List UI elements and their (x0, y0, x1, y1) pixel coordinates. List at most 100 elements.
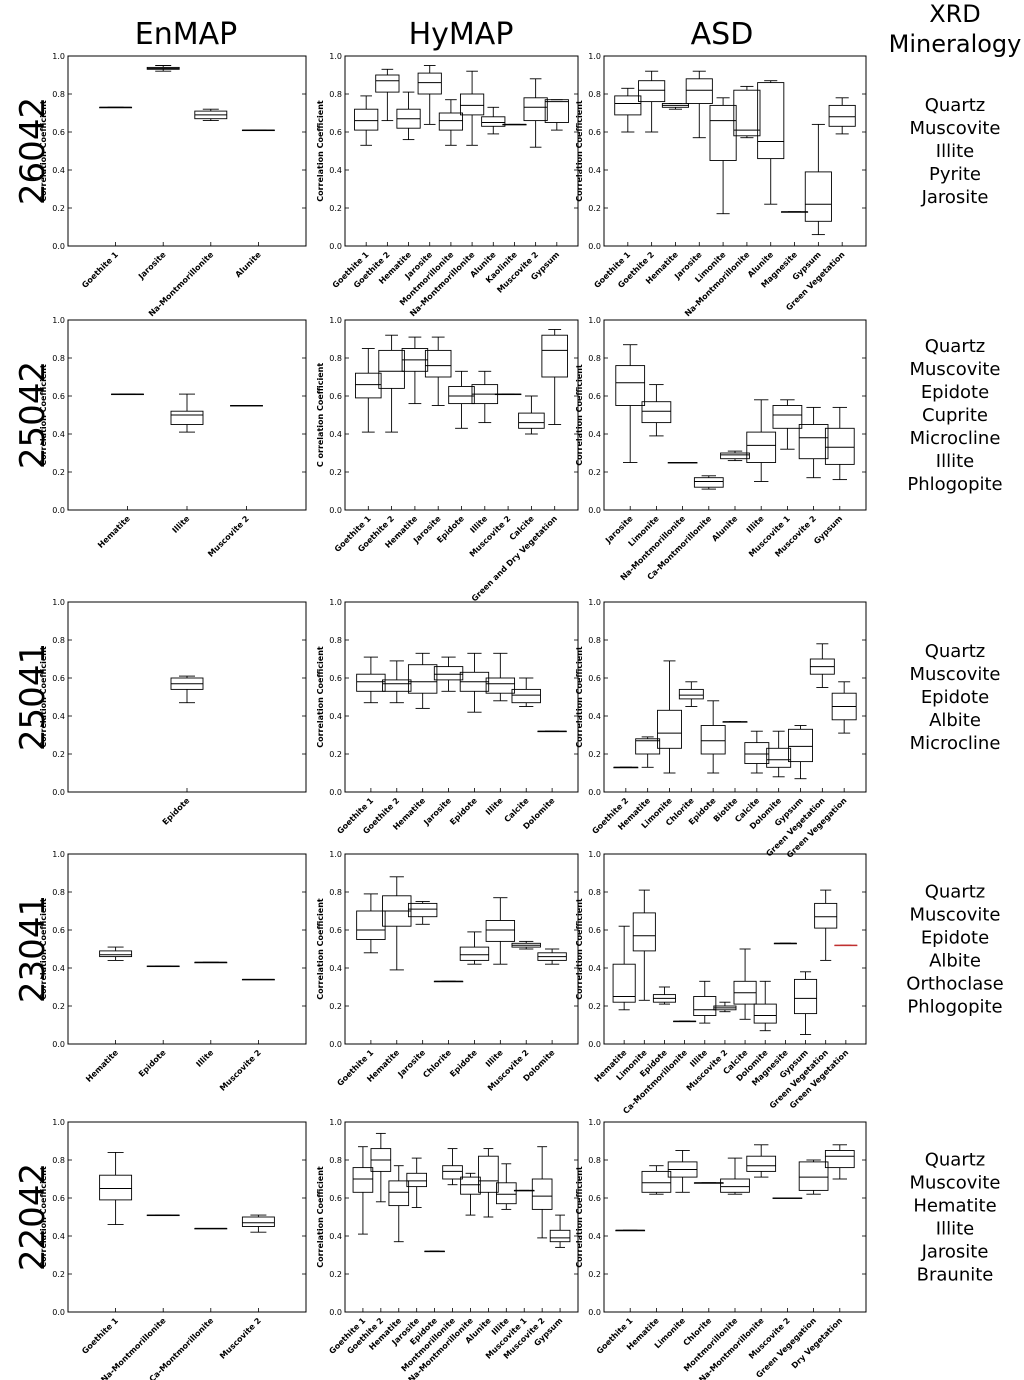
y-tick-label: 0.2 (52, 1270, 65, 1279)
box-muscovite-2 (494, 393, 522, 396)
box-iqr (382, 679, 412, 692)
xrd-mineral-label: Illite (936, 141, 974, 162)
box-goethite-1 (99, 1151, 133, 1226)
y-tick-label: 0.4 (52, 166, 65, 175)
box-calcite (518, 395, 545, 435)
xrd-mineral-label: Illite (936, 451, 974, 472)
box-iqr (824, 427, 855, 465)
box-gypsum (549, 1214, 571, 1248)
y-axis-label: Correlation Coefficient (39, 898, 48, 1000)
box-iqr (424, 349, 452, 378)
box-epidote (459, 652, 490, 713)
plot-frame (67, 55, 307, 247)
y-tick-label: 0.4 (588, 712, 601, 721)
y-tick-label: 0.8 (329, 636, 342, 645)
y-tick-label: 1.0 (329, 850, 342, 859)
y-tick-label: 0.4 (52, 430, 65, 439)
box-green-vegetation (834, 944, 858, 947)
y-tick-label: 0.4 (329, 166, 342, 175)
y-tick-label: 0.4 (329, 1232, 342, 1241)
box-iqr (541, 334, 568, 378)
y-tick-label: 0.4 (588, 964, 601, 973)
box-iqr (794, 978, 818, 1015)
box-iqr (766, 747, 792, 768)
y-tick-label: 0.6 (329, 926, 342, 935)
y-tick-label: 0.4 (588, 166, 601, 175)
y-tick-label: 0.4 (52, 964, 65, 973)
y-tick-label: 0.4 (329, 712, 342, 721)
y-tick-label: 1.0 (52, 598, 65, 607)
box-iqr (481, 116, 506, 127)
box-illite (485, 897, 516, 965)
y-tick-label: 1.0 (588, 598, 601, 607)
y-tick-label: 0.0 (329, 1308, 342, 1317)
y-axis-label: Correlation Coefficient (575, 646, 584, 748)
y-tick-label: 1.0 (588, 850, 601, 859)
box-epidote (424, 1250, 445, 1253)
y-tick-label: 0.0 (329, 242, 342, 251)
y-tick-label: 0.8 (52, 1156, 65, 1165)
box-na-montmorillonite (146, 1214, 180, 1217)
y-tick-label: 0.6 (588, 128, 601, 137)
y-tick-label: 1.0 (329, 316, 342, 325)
box-goethite-2 (613, 766, 639, 769)
box-green-vegetation (828, 97, 856, 135)
box-epidote (170, 675, 204, 704)
box-gypsum (824, 406, 855, 481)
box-gypsum (788, 725, 813, 780)
box-goethite-1 (615, 1229, 646, 1232)
box-iqr (99, 1174, 133, 1201)
box-iqr (798, 424, 829, 460)
xrd-mineral-label: Pyrite (929, 164, 981, 185)
box-limonite (667, 1150, 698, 1193)
box-alunite (241, 129, 275, 132)
y-tick-label: 0.8 (329, 354, 342, 363)
box-goethite-1 (355, 348, 382, 433)
y-tick-label: 0.0 (588, 242, 601, 251)
box-iqr (615, 365, 646, 406)
y-tick-label: 0.2 (329, 1002, 342, 1011)
y-tick-label: 0.0 (329, 506, 342, 515)
box-goethite-1 (99, 106, 133, 109)
box-limonite (641, 384, 672, 437)
box-illite (485, 652, 516, 702)
plot-frame (344, 853, 579, 1045)
box-na-montmorillonite (460, 1172, 481, 1216)
y-tick-label: 0.0 (329, 1040, 342, 1049)
y-tick-label: 0.0 (588, 1040, 601, 1049)
box-iqr (544, 99, 569, 123)
box-iqr (635, 738, 661, 755)
box-iqr (485, 677, 516, 694)
y-tick-label: 1.0 (588, 316, 601, 325)
y-tick-label: 0.0 (329, 788, 342, 797)
xrd-mineral-label: Quartz (925, 882, 986, 903)
box-iqr (417, 72, 442, 95)
box-montmorillonite (720, 1157, 750, 1195)
box-iqr (531, 1178, 553, 1210)
sample-id-label: 26042 (13, 97, 53, 205)
y-tick-label: 0.8 (329, 888, 342, 897)
box-goethite-2 (375, 68, 400, 122)
y-tick-label: 0.6 (329, 674, 342, 683)
box-jarosite (615, 344, 646, 463)
xrd-mineral-label: Hematite (913, 1196, 996, 1217)
y-tick-label: 0.4 (588, 1232, 601, 1241)
box-muscovite-2 (511, 940, 541, 950)
plot-frame (344, 55, 579, 247)
box-iqr (438, 112, 464, 131)
box-goethite-1 (356, 656, 386, 704)
header-xrd: XRD (929, 0, 981, 28)
xrd-mineral-label: Albite (929, 951, 981, 972)
box-chlorite (433, 980, 464, 983)
y-tick-label: 0.0 (588, 1308, 601, 1317)
box-goethite-2 (382, 660, 412, 704)
sample-id-label: 25041 (13, 643, 53, 751)
y-tick-label: 1.0 (588, 1118, 601, 1127)
box-biotite (722, 721, 748, 723)
y-tick-label: 0.6 (329, 1194, 342, 1203)
box-iqr (549, 1229, 571, 1243)
box-iqr (388, 1180, 410, 1207)
y-tick-label: 0.8 (588, 90, 601, 99)
box-muscovite-1 (513, 1189, 535, 1192)
box-iqr (678, 688, 704, 700)
